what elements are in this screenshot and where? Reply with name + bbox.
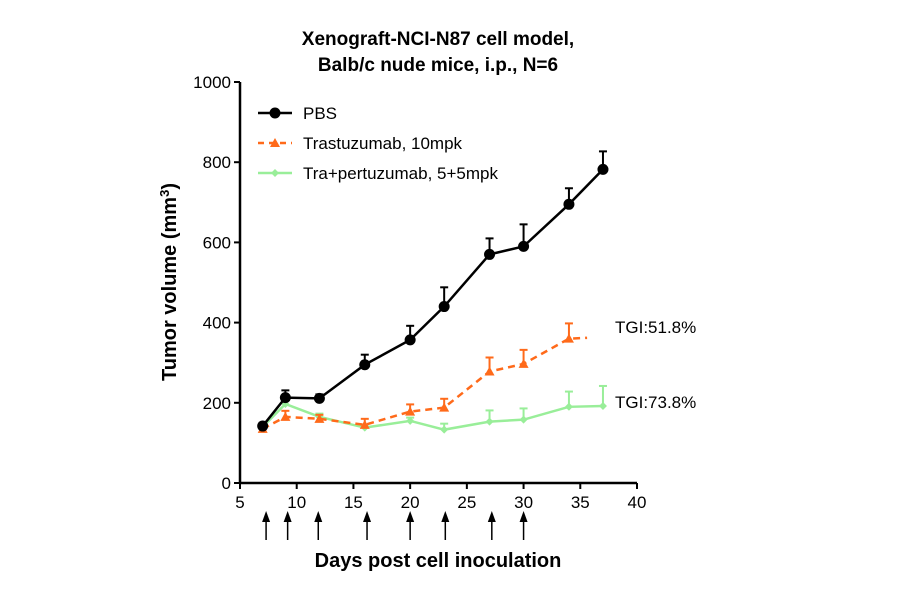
dosing-arrow-icon (406, 511, 415, 522)
data-point (406, 416, 415, 425)
data-point (518, 240, 530, 252)
data-point (314, 413, 325, 423)
y-tick-label: 400 (203, 314, 231, 333)
data-point (484, 248, 496, 260)
y-axis-label: Tumor volume (mm3) (157, 183, 182, 381)
legend-label: Tra+pertuzumab, 5+5mpk (303, 164, 498, 183)
x-tick-label: 35 (571, 493, 590, 512)
y-tick-label: 600 (203, 233, 231, 252)
data-point (597, 163, 609, 175)
data-point (359, 419, 370, 429)
data-point (405, 406, 416, 416)
dosing-arrow-icon (262, 511, 271, 522)
series-line (262, 336, 588, 430)
data-point (518, 358, 529, 368)
x-tick-label: 40 (628, 493, 647, 512)
data-point (438, 301, 450, 313)
series-line (261, 168, 604, 427)
x-tick-label: 30 (514, 493, 533, 512)
data-point (519, 415, 528, 424)
x-tick-label: 5 (235, 493, 244, 512)
dosing-arrow-icon (363, 511, 372, 522)
annotation-tgi-combo: TGI:73.8% (615, 393, 696, 412)
data-point (279, 392, 291, 404)
legend-marker (269, 107, 281, 119)
x-axis-label: Days post cell inoculation (315, 550, 562, 572)
data-point (563, 333, 574, 343)
chart-title-line1: Xenograft-NCI-N87 cell model, (302, 29, 574, 50)
data-point (280, 411, 291, 421)
data-point (484, 366, 495, 376)
y-tick-label: 200 (203, 394, 231, 413)
x-tick-label: 15 (344, 493, 363, 512)
y-tick-label: 0 (222, 474, 231, 493)
data-point (359, 359, 371, 371)
data-point (313, 392, 325, 404)
data-point (485, 417, 494, 426)
x-tick-label: 25 (457, 493, 476, 512)
chart-title-line2: Balb/c nude mice, i.p., N=6 (318, 55, 558, 76)
data-point (439, 402, 450, 412)
y-tick-label: 1000 (193, 73, 231, 92)
dosing-arrow-icon (441, 511, 450, 522)
dosing-arrow-icon (314, 511, 323, 522)
data-point (257, 420, 269, 432)
data-point (404, 334, 416, 346)
data-point (563, 198, 575, 210)
legend-marker (270, 138, 280, 147)
y-tick-label: 800 (203, 153, 231, 172)
legend-label: Trastuzumab, 10mpk (303, 134, 463, 153)
dosing-arrow-icon (487, 511, 496, 522)
legend-marker (271, 169, 279, 177)
data-point (440, 425, 449, 434)
dosing-arrow-icon (283, 511, 292, 522)
data-point (598, 402, 607, 411)
dosing-arrow-icon (519, 511, 528, 522)
series-line (261, 402, 604, 431)
annotation-tgi-trastuzumab: TGI:51.8% (615, 318, 696, 337)
data-point (564, 402, 573, 411)
x-tick-label: 20 (401, 493, 420, 512)
legend-label: PBS (303, 104, 337, 123)
x-tick-label: 10 (287, 493, 306, 512)
